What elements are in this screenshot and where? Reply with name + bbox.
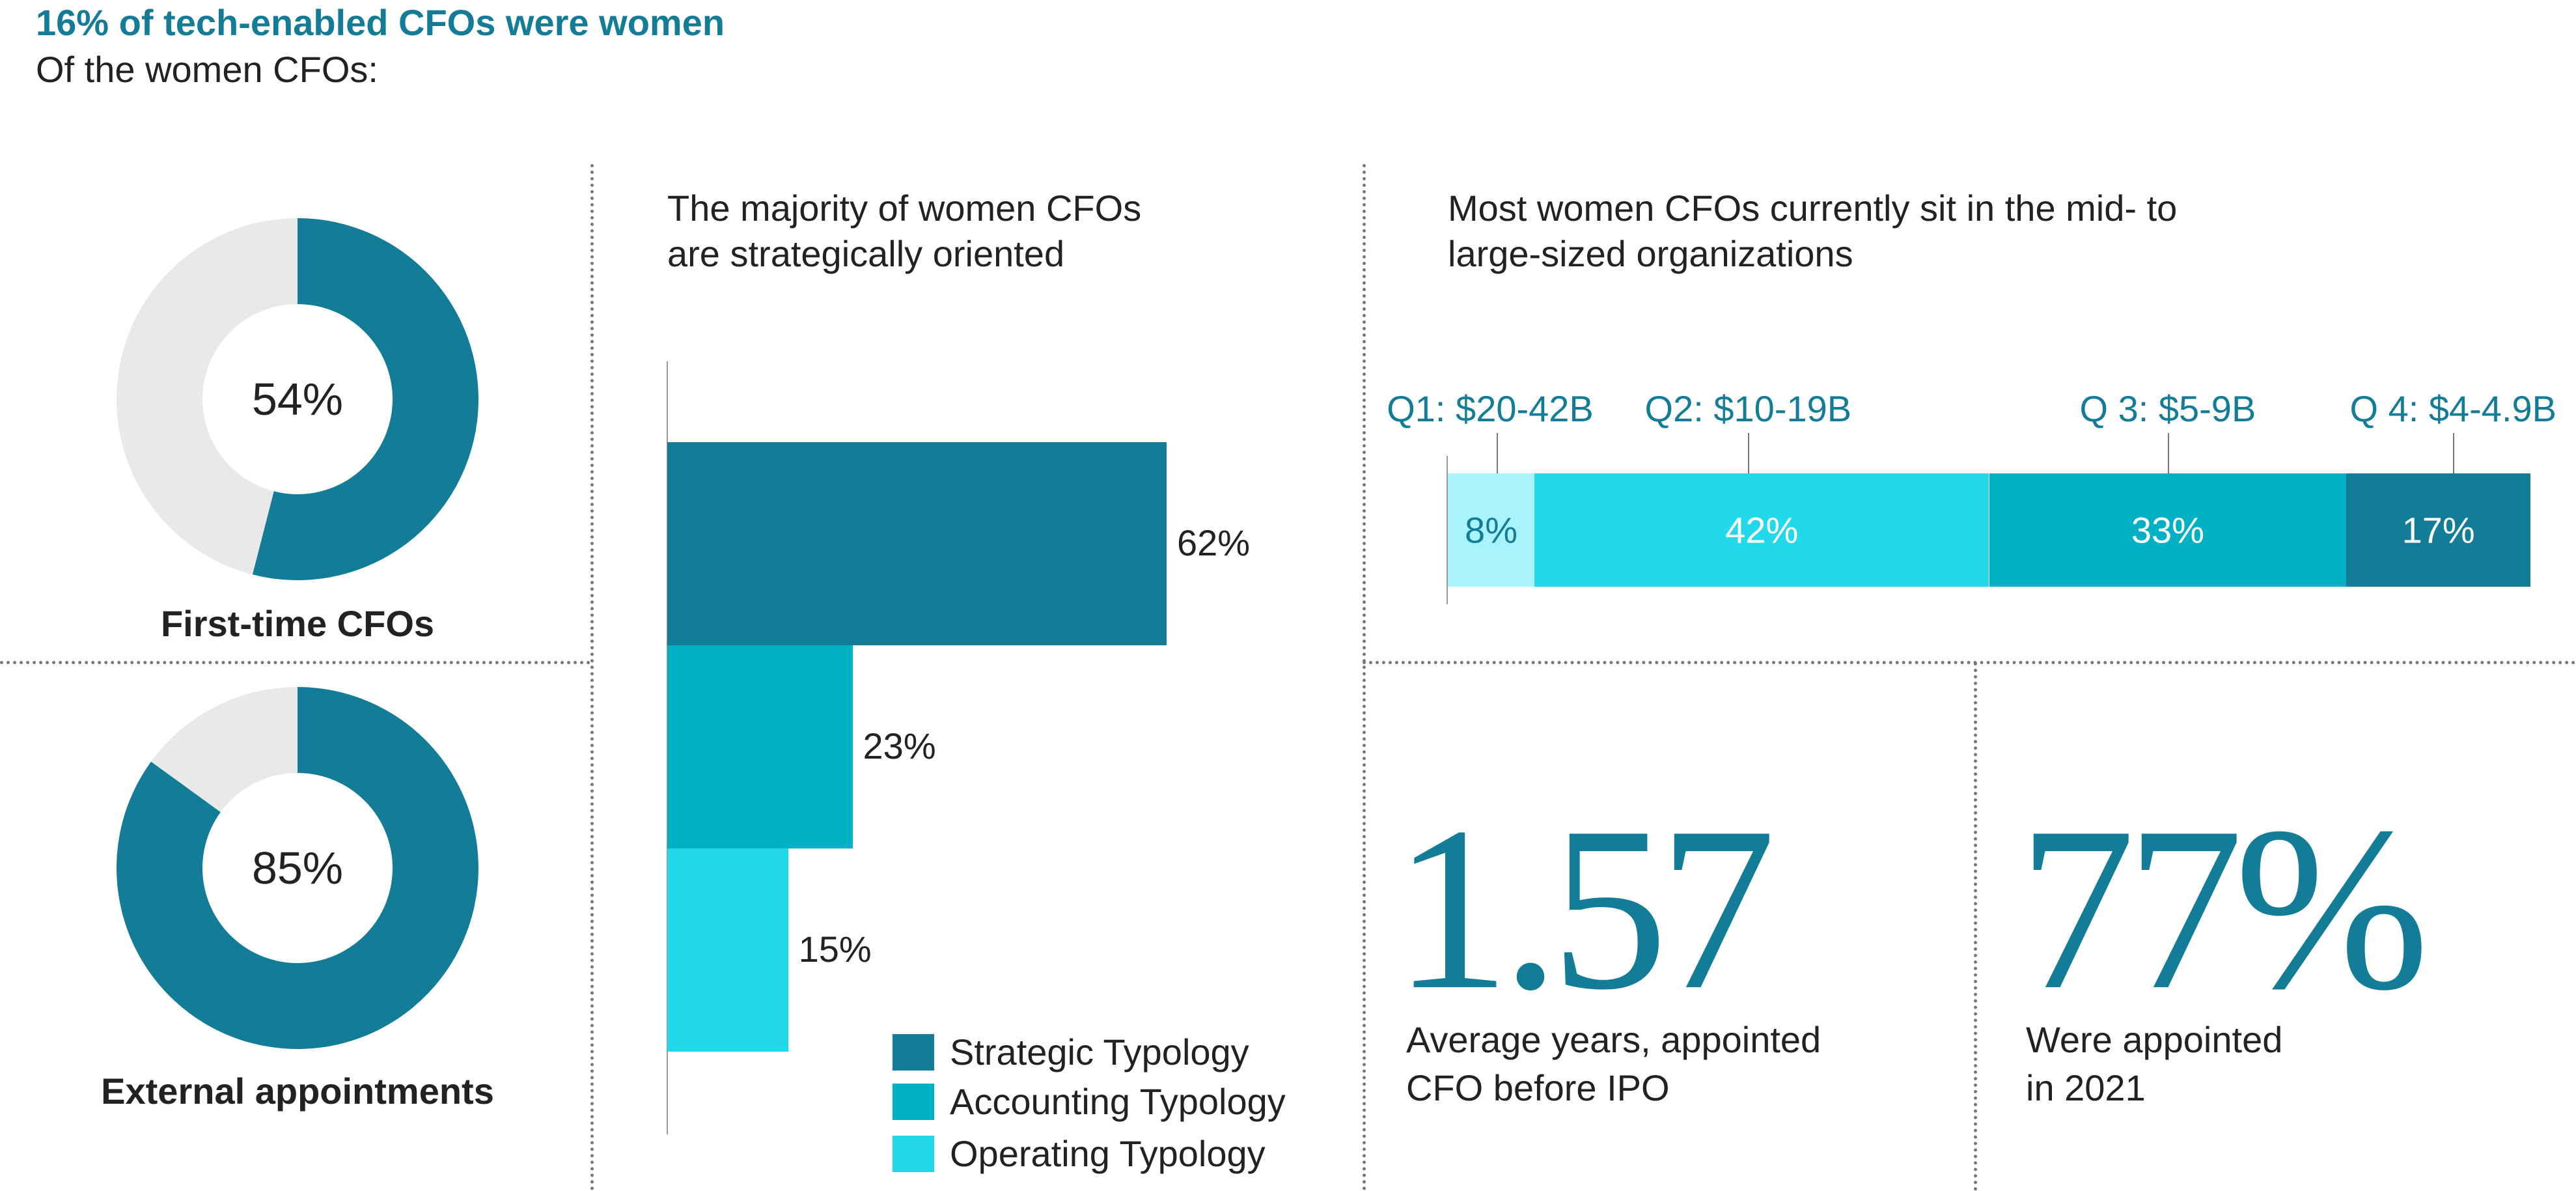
stat-caption-years-before-ipo: Average years, appointed CFO before IPO [1406,1019,1821,1108]
category-label-q2: Q2: $10-19B [1644,388,1852,429]
category-label-q1: Q1: $20-42B [1387,388,1594,429]
legend-item-accounting: Accounting Typology [893,1080,1286,1123]
bar-value-label: 23% [863,725,936,766]
category-leader-line [1497,433,1498,473]
stat-caption-appointed-2021: Were appointed in 2021 [2026,1019,2283,1108]
bar-operating-typology [667,848,788,1052]
category-leader-line [2453,433,2455,473]
stacked-segment-value-q2: 42% [1725,509,1799,551]
legend-item-operating: Operating Typology [893,1132,1266,1175]
donut-slice-value [252,218,478,580]
divider-right-bottom [1974,662,1977,1191]
divider-left-horizontal [0,661,590,664]
org-size-chart-title: Most women CFOs currently sit in the mid… [1448,188,2178,274]
org-size-axis-line [1447,456,1448,604]
stacked-segment-q2 [1534,473,1989,587]
legend-label-accounting: Accounting Typology [950,1081,1286,1122]
donut-title-first-time-cfos: First-time CFOs [160,603,435,644]
donut-slice-remainder [117,218,298,575]
category-label-q4: Q 4: $4-4.9B [2349,388,2557,429]
category-leader-line [1748,433,1750,473]
page-title: 16% of tech-enabled CFOs were women [36,2,725,43]
donut-value-first-time-cfos: 54% [251,374,344,425]
stat-value-years-before-ipo: 1.57 [1393,778,1776,1038]
bar-value-label: 62% [1177,522,1251,563]
typology-chart-title: The majority of women CFOs are strategic… [667,188,1142,274]
donut-slice-value [117,687,478,1049]
legend-swatch-operating [893,1135,934,1172]
stacked-segment-value-q4: 17% [2402,509,2475,551]
donut-value-external-appointments: 85% [251,843,344,893]
stat-value-appointed-2021: 77% [2018,778,2430,1038]
category-label-q3: Q 3: $5-9B [2079,388,2256,429]
page-subtitle: Of the women CFOs: [36,49,378,90]
stacked-segment-value-q3: 33% [2131,509,2204,551]
divider-right-horizontal [1363,661,2576,664]
bar-strategic-typology [667,442,1167,645]
stacked-segment-q1 [1448,473,1535,587]
legend-label-strategic: Strategic Typology [950,1031,1249,1072]
bar-accounting-typology [667,645,853,848]
legend-item-strategic: Strategic Typology [893,1031,1249,1073]
divider-middle [1363,164,1366,1191]
donut-chart-first-time-cfos [117,218,478,580]
stacked-segment-q3 [1989,473,2347,587]
stacked-segment-q4 [2346,473,2530,587]
donut-title-external-appointments: External appointments [101,1071,494,1112]
category-leader-line [2167,433,2169,473]
donut-slice-remainder [151,687,298,813]
bar-value-label: 15% [798,929,872,970]
donut-chart-external-appointments [117,687,478,1049]
legend-label-operating: Operating Typology [950,1133,1266,1174]
stacked-segment-value-q1: 8% [1465,509,1517,551]
legend-swatch-strategic [893,1033,934,1071]
legend-swatch-accounting [893,1083,934,1120]
divider-left [590,164,594,1191]
